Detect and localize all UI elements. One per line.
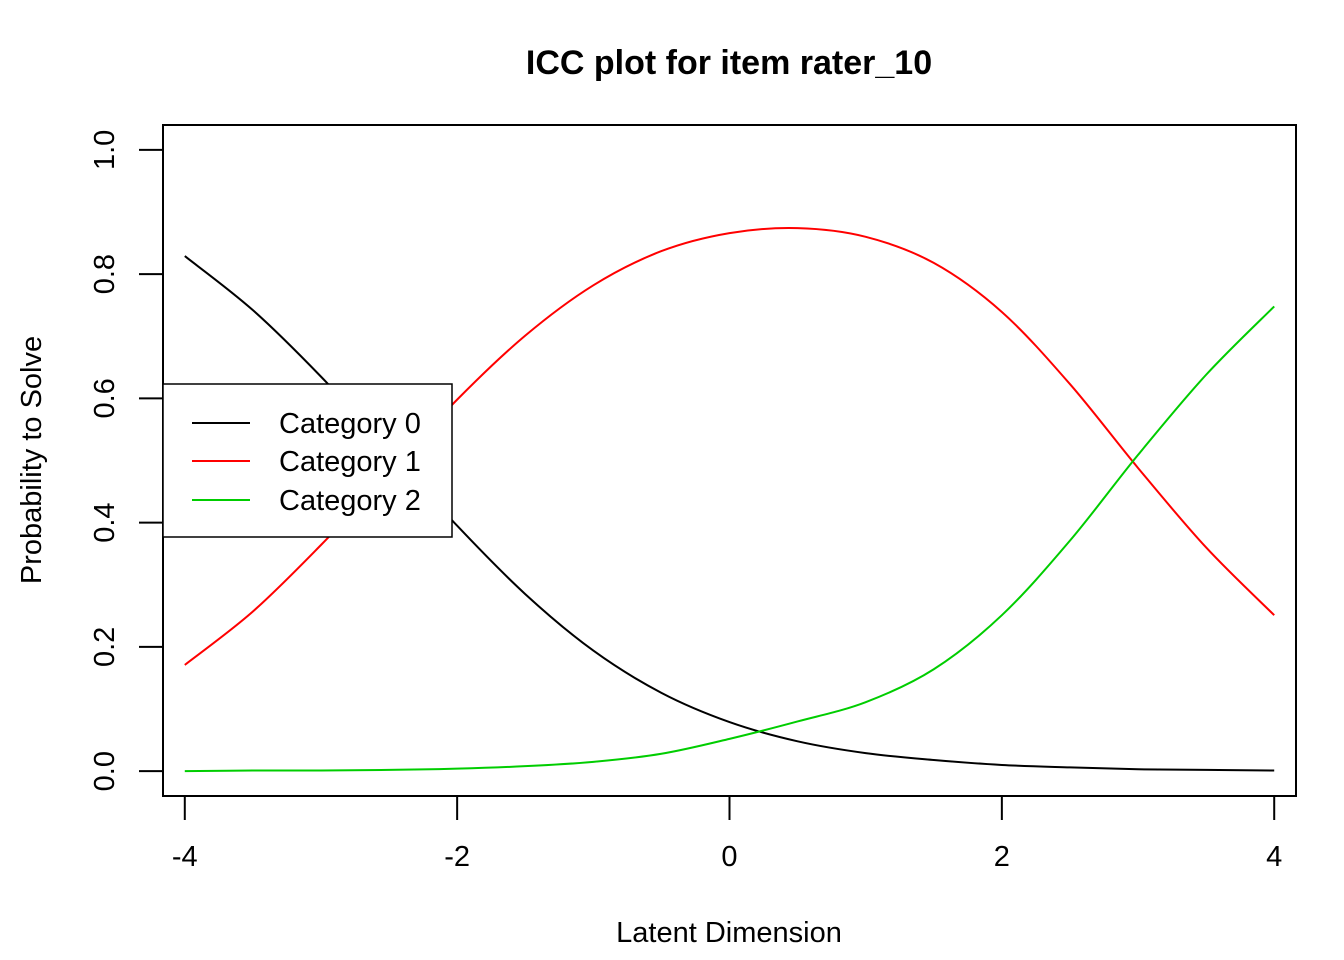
- legend-label: Category 2: [279, 485, 421, 517]
- legend-label: Category 0: [279, 408, 421, 440]
- x-tick-label: 2: [994, 841, 1010, 873]
- legend: Category 0 Category 1 Category 2: [162, 383, 453, 538]
- x-tick-label: 0: [721, 841, 737, 873]
- chart-title: ICC plot for item rater_10: [526, 44, 932, 82]
- y-axis-label: Probability to Solve: [16, 336, 48, 584]
- x-axis: -4 -2 0 2 4: [172, 795, 1282, 873]
- y-tick-label: 0.0: [89, 751, 121, 791]
- y-tick-label: 1.0: [89, 130, 121, 170]
- x-tick-label: 4: [1266, 841, 1282, 873]
- x-tick-label: -4: [172, 841, 198, 873]
- legend-label: Category 1: [279, 446, 421, 478]
- legend-items: Category 0 Category 1 Category 2: [192, 408, 421, 517]
- x-axis-label: Latent Dimension: [616, 917, 842, 949]
- series-line-category-2: [184, 305, 1275, 773]
- y-tick-label: 0.4: [89, 502, 121, 542]
- y-tick-label: 0.6: [89, 378, 121, 418]
- y-tick-label: 0.8: [89, 254, 121, 294]
- x-tick-label: -2: [444, 841, 470, 873]
- y-tick-label: 0.2: [89, 627, 121, 667]
- y-axis: 0.0 0.2 0.4 0.6 0.8 1.0: [89, 130, 164, 791]
